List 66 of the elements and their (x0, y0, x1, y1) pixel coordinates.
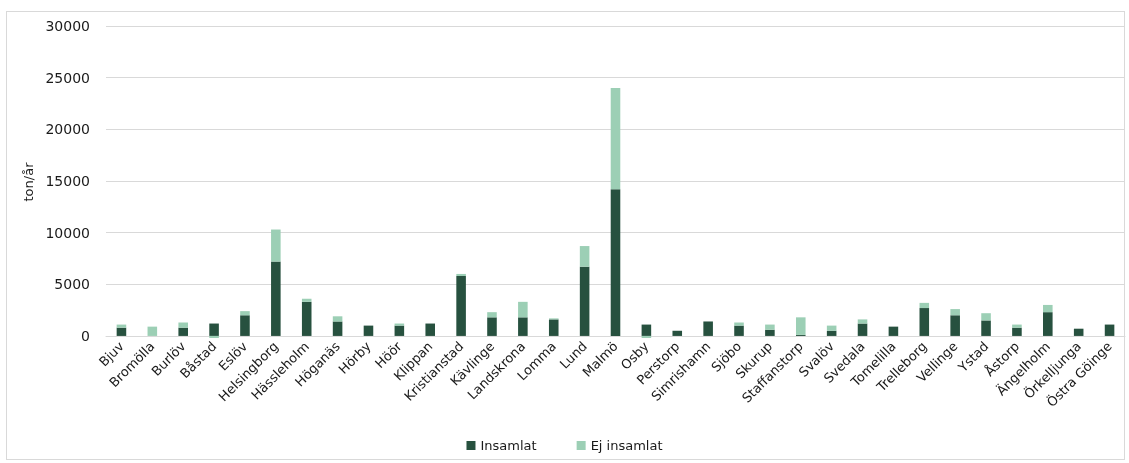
bar (641, 324, 652, 336)
bar (147, 326, 158, 336)
bar (1043, 312, 1053, 336)
bar (1073, 328, 1084, 336)
y-tick-label: 30000 (45, 18, 90, 34)
bar (456, 273, 466, 277)
bar (826, 325, 837, 331)
bar (765, 324, 775, 330)
bar (857, 323, 868, 336)
bar (981, 313, 991, 321)
bar (1043, 304, 1053, 313)
bar (425, 323, 436, 336)
bar (548, 319, 559, 336)
bar (116, 324, 127, 328)
bar (919, 302, 930, 309)
legend-label: Ej insamlat (590, 438, 663, 453)
y-tick-label: 20000 (45, 121, 90, 138)
bar (1012, 327, 1022, 336)
y-tick-label: 10000 (45, 224, 90, 241)
bar (1012, 324, 1022, 328)
bar (178, 327, 188, 336)
bar (240, 315, 250, 336)
bar (950, 309, 960, 316)
bar (301, 301, 312, 336)
bar (950, 315, 960, 336)
bar (487, 312, 497, 318)
bar (672, 330, 683, 336)
bar (116, 327, 127, 336)
bar (271, 229, 281, 262)
bar (209, 323, 219, 336)
y-tick-label: 0 (81, 327, 90, 344)
bar (456, 276, 466, 336)
bar (703, 321, 713, 336)
bar (641, 335, 652, 338)
bar (765, 329, 775, 336)
bar (394, 325, 405, 336)
bar (394, 323, 405, 326)
bar (579, 266, 590, 336)
bar (332, 316, 343, 322)
bar (487, 317, 497, 336)
bar (857, 319, 868, 324)
bar (888, 326, 899, 336)
bar (240, 311, 250, 316)
legend-label: Insamlat (480, 438, 537, 453)
bar (795, 317, 806, 335)
bar (610, 189, 621, 336)
bar (209, 335, 219, 338)
bar (332, 321, 343, 336)
bar (734, 325, 744, 336)
bar (518, 301, 528, 318)
bar (579, 246, 590, 267)
bar (981, 320, 991, 336)
bar (610, 87, 621, 190)
y-tick-label: 15000 (45, 172, 90, 189)
bar (1104, 324, 1115, 336)
y-tick-label: 25000 (45, 69, 90, 86)
bar (826, 330, 837, 336)
bar (518, 317, 528, 336)
y-tick-label: 5000 (54, 276, 90, 293)
bar (271, 261, 281, 336)
bar (178, 322, 188, 328)
bar (301, 298, 312, 302)
y-axis-title: ton/år (20, 161, 36, 202)
bar (363, 325, 374, 336)
bar (919, 308, 930, 336)
bar (734, 322, 744, 326)
